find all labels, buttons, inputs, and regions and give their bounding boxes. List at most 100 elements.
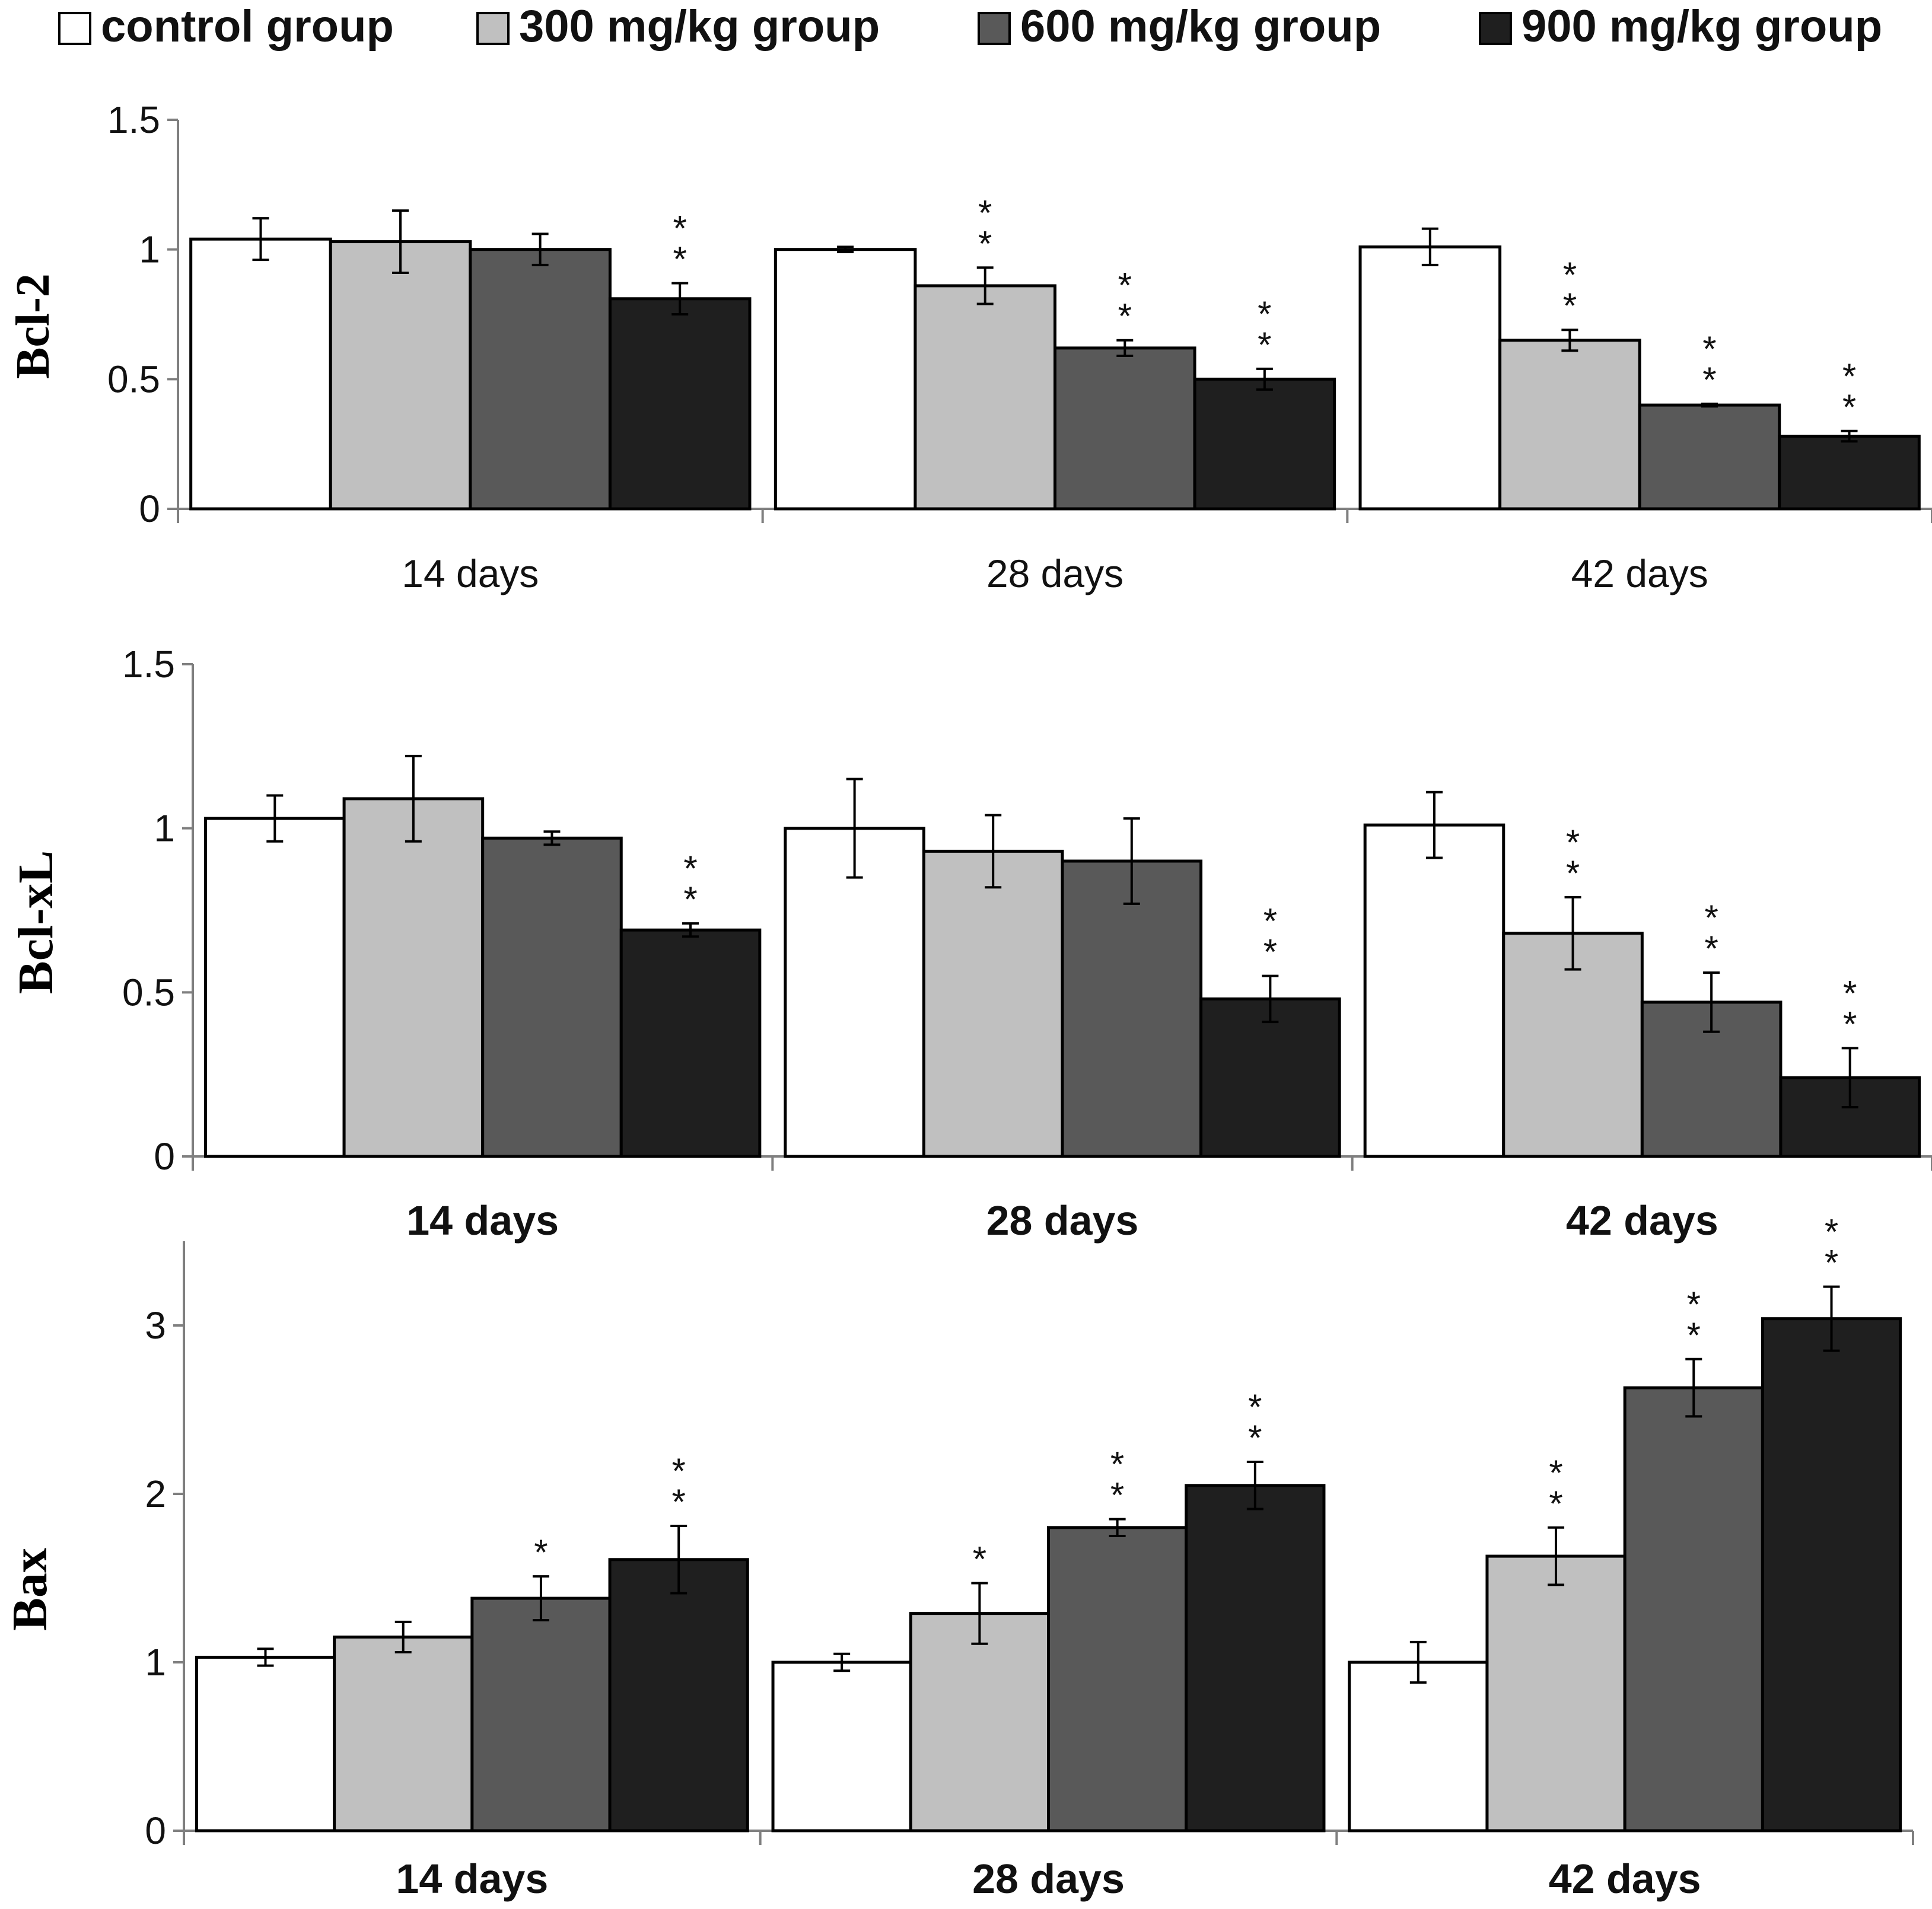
asterisk: * bbox=[1549, 1484, 1562, 1524]
legend-item: 600 mg/kg group bbox=[978, 1, 1381, 52]
bar bbox=[1638, 403, 1781, 511]
legend-swatch bbox=[978, 12, 1011, 45]
significance-mark: * * bbox=[1702, 329, 1716, 400]
bar bbox=[1498, 339, 1641, 511]
x-category-label: 28 days bbox=[972, 1856, 1125, 1902]
legend-label: 900 mg/kg group bbox=[1522, 1, 1882, 52]
bar bbox=[608, 297, 752, 511]
asterisk: * bbox=[671, 1451, 685, 1491]
asterisk: * bbox=[1248, 1387, 1262, 1427]
asterisk: * bbox=[1110, 1475, 1124, 1515]
asterisk: * bbox=[978, 193, 992, 232]
bar bbox=[1778, 435, 1921, 511]
significance-mark: * * bbox=[1842, 356, 1856, 427]
bar bbox=[1053, 346, 1196, 511]
asterisk: * bbox=[1118, 297, 1132, 336]
asterisk: * bbox=[1702, 360, 1716, 400]
y-axis-label: Bax bbox=[2, 1548, 58, 1631]
bar bbox=[774, 248, 917, 511]
significance-mark: * * bbox=[1687, 1285, 1701, 1355]
asterisk: * bbox=[1263, 901, 1277, 941]
bar bbox=[619, 928, 762, 1158]
significance-mark: * * bbox=[671, 1451, 685, 1522]
asterisk: * bbox=[1563, 255, 1577, 295]
asterisk: * bbox=[1566, 853, 1580, 893]
asterisk: * bbox=[973, 1540, 986, 1579]
significance-mark: * bbox=[973, 1540, 986, 1579]
bar bbox=[1199, 997, 1341, 1158]
y-tick-label: 2 bbox=[145, 1473, 166, 1515]
bar bbox=[1358, 245, 1502, 511]
x-category-label: 42 days bbox=[1571, 552, 1708, 595]
bar bbox=[470, 1596, 612, 1832]
asterisk: * bbox=[673, 240, 687, 279]
bar bbox=[909, 1612, 1050, 1832]
significance-text: * * bbox=[1687, 1285, 1701, 1355]
significance-text: * * bbox=[1118, 266, 1132, 336]
significance-text: * * bbox=[1704, 898, 1718, 968]
significance-text: * * bbox=[1563, 255, 1577, 326]
bar bbox=[195, 1655, 336, 1832]
asterisk: * bbox=[1843, 1004, 1857, 1044]
significance-text: * * bbox=[1549, 1453, 1562, 1524]
legend-label: 600 mg/kg group bbox=[1020, 1, 1381, 52]
y-tick-label: 0.5 bbox=[122, 971, 175, 1014]
asterisk: * bbox=[1263, 932, 1277, 972]
significance-mark: * * bbox=[673, 209, 687, 279]
bar bbox=[189, 237, 332, 511]
bar bbox=[342, 797, 485, 1158]
significance-mark: * * bbox=[1549, 1453, 1562, 1524]
significance-text: * bbox=[973, 1540, 986, 1579]
y-tick-label: 0.5 bbox=[107, 358, 160, 400]
bar bbox=[1047, 1526, 1188, 1832]
asterisk: * bbox=[1110, 1445, 1124, 1484]
significance-text: * * bbox=[1258, 294, 1271, 365]
asterisk: * bbox=[1843, 973, 1857, 1013]
bar bbox=[481, 836, 623, 1158]
significance-text: * * bbox=[1842, 356, 1856, 427]
y-tick-label: 0 bbox=[154, 1135, 175, 1178]
bar bbox=[1348, 1661, 1489, 1832]
significance-mark: * * bbox=[1118, 266, 1132, 336]
asterisk: * bbox=[1566, 823, 1580, 862]
asterisk: * bbox=[683, 879, 697, 919]
asterisk: * bbox=[1549, 1453, 1562, 1493]
significance-mark: * * bbox=[1563, 255, 1577, 326]
bar bbox=[333, 1635, 474, 1832]
significance-mark: * * bbox=[1110, 1445, 1124, 1515]
x-category-label: 14 days bbox=[406, 1197, 559, 1244]
bar bbox=[1761, 1317, 1902, 1832]
bar bbox=[1623, 1386, 1764, 1832]
legend-item: control group bbox=[58, 1, 394, 52]
legend-item: 300 mg/kg group bbox=[476, 1, 880, 52]
bar bbox=[1485, 1554, 1627, 1832]
significance-text: * bbox=[534, 1532, 548, 1572]
asterisk: * bbox=[671, 1482, 685, 1522]
x-category-label: 42 days bbox=[1549, 1856, 1701, 1902]
asterisk: * bbox=[1702, 329, 1716, 369]
significance-text: * * bbox=[671, 1451, 685, 1522]
asterisk: * bbox=[1825, 1212, 1838, 1252]
y-tick-label: 3 bbox=[145, 1304, 166, 1347]
asterisk: * bbox=[1258, 325, 1271, 365]
asterisk: * bbox=[534, 1532, 548, 1572]
significance-mark: * * bbox=[1704, 898, 1718, 968]
asterisk: * bbox=[1687, 1285, 1701, 1324]
asterisk: * bbox=[683, 849, 697, 888]
significance-text: * * bbox=[978, 193, 992, 263]
significance-text: * * bbox=[1248, 1387, 1262, 1458]
x-category-label: 14 days bbox=[396, 1856, 548, 1902]
y-axis-label: Bcl-xL bbox=[8, 850, 63, 995]
legend-label: control group bbox=[101, 1, 394, 52]
y-tick-label: 0 bbox=[145, 1809, 166, 1852]
asterisk: * bbox=[978, 224, 992, 263]
significance-text: * * bbox=[1110, 1445, 1124, 1515]
y-tick-label: 1 bbox=[154, 807, 175, 850]
y-tick-label: 1 bbox=[145, 1641, 166, 1684]
bar bbox=[204, 817, 346, 1158]
